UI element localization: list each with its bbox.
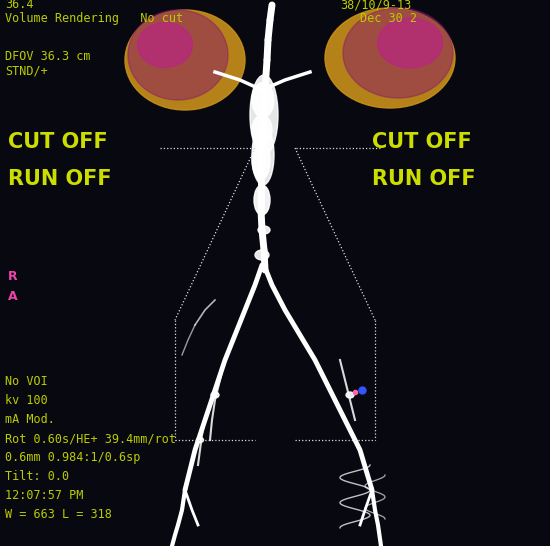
Ellipse shape xyxy=(252,125,274,185)
Text: DFOV 36.3 cm: DFOV 36.3 cm xyxy=(5,50,91,63)
Ellipse shape xyxy=(128,10,228,100)
Ellipse shape xyxy=(325,8,455,108)
Text: CUT OFF: CUT OFF xyxy=(8,132,108,152)
Ellipse shape xyxy=(125,10,245,110)
Text: CUT OFF: CUT OFF xyxy=(372,132,472,152)
Text: 36.4: 36.4 xyxy=(5,0,34,11)
Text: 12:07:57 PM: 12:07:57 PM xyxy=(5,489,84,502)
Text: 0.6mm 0.984:1/0.6sp: 0.6mm 0.984:1/0.6sp xyxy=(5,451,140,464)
Ellipse shape xyxy=(254,185,270,215)
Ellipse shape xyxy=(250,75,278,155)
Ellipse shape xyxy=(343,8,453,98)
Ellipse shape xyxy=(258,226,270,234)
Text: RUN OFF: RUN OFF xyxy=(372,169,476,189)
Text: Dec 30 2: Dec 30 2 xyxy=(360,12,417,25)
Ellipse shape xyxy=(252,115,272,145)
Ellipse shape xyxy=(377,18,443,68)
Ellipse shape xyxy=(346,392,354,398)
Text: No VOI: No VOI xyxy=(5,375,48,388)
Ellipse shape xyxy=(196,437,204,442)
Text: RUN OFF: RUN OFF xyxy=(8,169,112,189)
Ellipse shape xyxy=(255,250,269,260)
Text: mA Mod.: mA Mod. xyxy=(5,413,55,426)
Ellipse shape xyxy=(252,82,274,117)
Text: 38/10/9-13: 38/10/9-13 xyxy=(340,0,411,11)
Ellipse shape xyxy=(252,140,270,180)
Text: Rot 0.60s/HE+ 39.4mm/rot: Rot 0.60s/HE+ 39.4mm/rot xyxy=(5,432,176,445)
Text: A: A xyxy=(8,290,18,303)
Text: Volume Rendering   No cut: Volume Rendering No cut xyxy=(5,12,183,25)
Text: W = 663 L = 318: W = 663 L = 318 xyxy=(5,508,112,521)
Text: STND/+: STND/+ xyxy=(5,64,48,77)
Text: Tilt: 0.0: Tilt: 0.0 xyxy=(5,470,69,483)
Ellipse shape xyxy=(211,392,219,398)
Text: R: R xyxy=(8,270,18,283)
Text: kv 100: kv 100 xyxy=(5,394,48,407)
Ellipse shape xyxy=(138,22,192,68)
